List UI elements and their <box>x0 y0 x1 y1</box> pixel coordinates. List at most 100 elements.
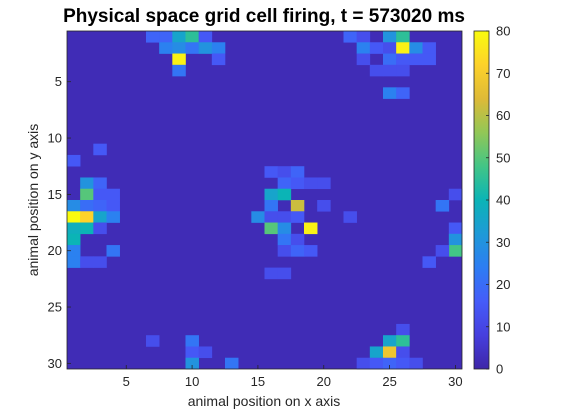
heatmap-cell-x19-y14 <box>304 177 318 190</box>
heatmap-cell-x3-y17 <box>93 211 107 223</box>
heatmap-cell-x26-y6 <box>396 87 410 99</box>
heatmap-cell-x16-y13 <box>264 166 278 178</box>
y-tick-label: 25 <box>48 300 62 315</box>
heatmap-cell-x3-y18 <box>93 222 107 235</box>
heatmap-cell-x26-y30 <box>396 357 410 370</box>
heatmap-cell-x1-y16 <box>67 200 81 212</box>
heatmap-cell-x16-y17 <box>264 211 278 223</box>
heatmap-cell-x2-y18 <box>80 222 94 235</box>
heatmap-cell-x1-y12 <box>67 154 81 167</box>
heatmap-cell-x19-y18 <box>304 222 318 235</box>
heatmap-cell-x16-y16 <box>264 200 278 212</box>
heatmap-cell-x1-y18 <box>67 222 81 235</box>
heatmap-cell-x2-y14 <box>80 177 94 190</box>
heatmap-cells <box>67 31 463 370</box>
heatmap-cell-x27-y3 <box>409 53 423 66</box>
colorbar-ticks: 0 10 20 30 40 50 60 70 80 <box>486 24 510 377</box>
heatmap-cell-x23-y2 <box>356 42 371 54</box>
colorbar-tick-label: 20 <box>496 277 510 292</box>
heatmap-cell-x1-y17 <box>67 211 81 223</box>
x-tick-label: 25 <box>382 374 396 389</box>
heatmap-cell-x26-y28 <box>396 335 410 347</box>
heatmap-cell-x23-y3 <box>356 53 371 66</box>
heatmap-cell-x18-y13 <box>290 166 305 178</box>
heatmap-cell-x22-y1 <box>343 31 357 43</box>
colorbar-tick-label: 60 <box>496 108 510 123</box>
plot-frame <box>66 30 463 370</box>
colorbar-tick-label: 10 <box>496 319 510 334</box>
heatmap-cell-x30-y20 <box>448 245 463 257</box>
heatmap-cell-x4-y16 <box>106 200 120 212</box>
colorbar-tick-label: 50 <box>496 150 510 165</box>
heatmap-cell-x9-y3 <box>172 53 186 66</box>
x-tick-label: 5 <box>123 374 130 389</box>
heatmap-cell-x18-y14 <box>290 177 305 190</box>
heatmap-cell-x25-y1 <box>383 31 397 43</box>
heatmap-cell-x1-y20 <box>67 245 81 257</box>
heatmap-cell-x10-y28 <box>185 335 199 347</box>
heatmap-cell-x3-y15 <box>93 188 107 201</box>
heatmap-cell-x25-y28 <box>383 335 397 347</box>
heatmap-cell-x15-y17 <box>251 211 265 223</box>
heatmap-cell-x8-y1 <box>159 31 173 43</box>
y-axis-ticks: 5 10 15 20 25 30 <box>48 74 71 371</box>
heatmap-cell-x17-y17 <box>277 211 292 223</box>
heatmap-cell-x9-y1 <box>172 31 186 43</box>
x-tick-label: 30 <box>448 374 462 389</box>
heatmap-cell-x28-y3 <box>422 53 436 66</box>
heatmap-cell-x9-y4 <box>172 64 186 77</box>
heatmap-cell-x18-y19 <box>290 233 305 246</box>
heatmap-cell-x29-y16 <box>435 200 450 212</box>
x-tick-label: 20 <box>317 374 331 389</box>
heatmap-cell-x24-y29 <box>369 346 384 359</box>
colorbar: 0 10 20 30 40 50 60 70 80 <box>473 24 510 377</box>
heatmap-cell-x2-y16 <box>80 200 94 212</box>
heatmap-cell-x24-y30 <box>369 357 384 370</box>
heatmap-cell-x19-y20 <box>304 245 318 257</box>
heatmap-plot-area: 5 10 15 20 25 30 5 10 15 20 25 30 <box>48 30 463 389</box>
heatmap-cell-x25-y6 <box>383 87 397 99</box>
heatmap-cell-x4-y20 <box>106 245 120 257</box>
heatmap-cell-x10-y1 <box>185 31 199 43</box>
heatmap-cell-x25-y4 <box>383 64 397 77</box>
heatmap-cell-x4-y15 <box>106 188 120 201</box>
colorbar-tick-label: 0 <box>496 362 503 377</box>
heatmap-cell-x10-y2 <box>185 42 199 54</box>
heatmap-cell-x28-y21 <box>422 256 436 268</box>
colorbar-tick-label: 40 <box>496 193 510 208</box>
x-axis-ticks: 5 10 15 20 25 30 <box>123 365 463 389</box>
heatmap-cell-x22-y17 <box>343 211 357 223</box>
heatmap-cell-x17-y19 <box>277 233 292 246</box>
heatmap-cell-x24-y4 <box>369 64 384 77</box>
heatmap-cell-x2-y21 <box>80 256 94 268</box>
heatmap-cell-x10-y30 <box>185 357 199 370</box>
heatmap-cell-x8-y2 <box>159 42 173 54</box>
heatmap-cell-x26-y1 <box>396 31 410 43</box>
y-tick-label: 10 <box>48 131 62 146</box>
colorbar-tick-label: 80 <box>496 24 510 39</box>
heatmap-cell-x24-y2 <box>369 42 384 54</box>
y-tick-label: 30 <box>48 356 62 371</box>
heatmap-cell-x7-y28 <box>146 335 160 347</box>
heatmap-cell-x3-y21 <box>93 256 107 268</box>
heatmap-cell-x26-y2 <box>396 42 410 54</box>
heatmap-cell-x28-y2 <box>422 42 436 54</box>
heatmap-cell-x7-y1 <box>146 31 160 43</box>
x-axis-label: animal position on x axis <box>188 393 341 409</box>
x-tick-label: 15 <box>251 374 265 389</box>
heatmap-cell-x29-y20 <box>435 245 450 257</box>
heatmap-cell-x17-y22 <box>277 267 292 280</box>
heatmap-cell-x25-y2 <box>383 42 397 54</box>
x-tick-label: 10 <box>185 374 199 389</box>
y-tick-label: 20 <box>48 243 62 258</box>
y-tick-label: 15 <box>48 187 62 202</box>
heatmap-cell-x30-y15 <box>448 188 463 201</box>
heatmap-cell-x17-y20 <box>277 245 292 257</box>
heatmap-cell-x30-y18 <box>448 222 463 235</box>
heatmap-cell-x18-y17 <box>290 211 305 223</box>
heatmap-cell-x10-y29 <box>185 346 199 359</box>
heatmap-cell-x25-y30 <box>383 357 397 370</box>
heatmap-cell-x9-y2 <box>172 42 186 54</box>
heatmap-cell-x17-y14 <box>277 177 292 190</box>
